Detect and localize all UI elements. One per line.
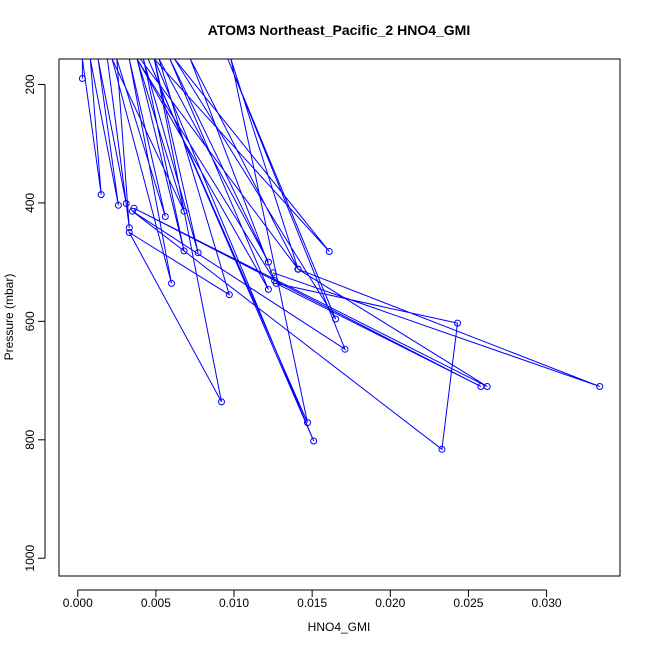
series-line	[81, 59, 600, 451]
data-point	[97, 191, 105, 199]
data-point	[438, 445, 446, 453]
x-axis-label: HNO4_GMI	[308, 620, 371, 634]
data-point	[264, 258, 272, 266]
y-tick-label: 600	[23, 311, 37, 331]
data-point	[341, 345, 349, 353]
data-point	[310, 437, 318, 445]
x-tick-label: 0.005	[141, 596, 171, 610]
x-tick-label: 0.020	[375, 596, 405, 610]
points-layer	[78, 75, 604, 453]
chart-title: ATOM3 Northeast_Pacific_2 HNO4_GMI	[208, 22, 470, 38]
data-point	[161, 213, 169, 220]
y-tick-label: 800	[23, 429, 37, 449]
y-tick-label: 400	[23, 193, 37, 213]
x-tick-label: 0.010	[219, 596, 249, 610]
data-point	[125, 224, 133, 232]
data-point	[294, 265, 302, 273]
data-point	[454, 319, 461, 327]
data-point	[325, 248, 333, 255]
y-axis: 200 400 600 800 1000	[23, 74, 46, 572]
data-point	[180, 247, 188, 255]
data-point	[194, 249, 202, 257]
data-point	[180, 207, 188, 215]
data-point	[218, 398, 225, 406]
data-point	[272, 279, 280, 287]
data-point	[483, 383, 491, 390]
plot-frame	[58, 58, 621, 577]
series-layer	[81, 59, 600, 451]
data-point	[264, 285, 272, 293]
data-point	[114, 201, 122, 209]
y-axis-label: Pressure (mbar)	[2, 274, 16, 361]
plot-area	[58, 58, 621, 577]
x-tick-label: 0.015	[297, 596, 327, 610]
data-point	[596, 383, 604, 390]
data-point	[78, 75, 86, 82]
data-point	[332, 315, 340, 323]
data-point	[130, 204, 138, 212]
x-tick-label: 0.030	[532, 596, 562, 610]
x-tick-label: 0.025	[453, 596, 483, 610]
data-point	[304, 419, 311, 427]
x-tick-label: 0.000	[63, 596, 93, 610]
y-tick-label: 1000	[23, 545, 37, 572]
data-point	[122, 200, 130, 207]
x-axis: 0.000 0.005 0.010 0.015 0.020 0.025 0.030	[63, 589, 562, 610]
data-point	[125, 229, 133, 236]
y-tick-label: 200	[23, 74, 37, 94]
data-point	[168, 279, 175, 287]
data-point	[225, 291, 233, 299]
data-point	[269, 269, 277, 277]
